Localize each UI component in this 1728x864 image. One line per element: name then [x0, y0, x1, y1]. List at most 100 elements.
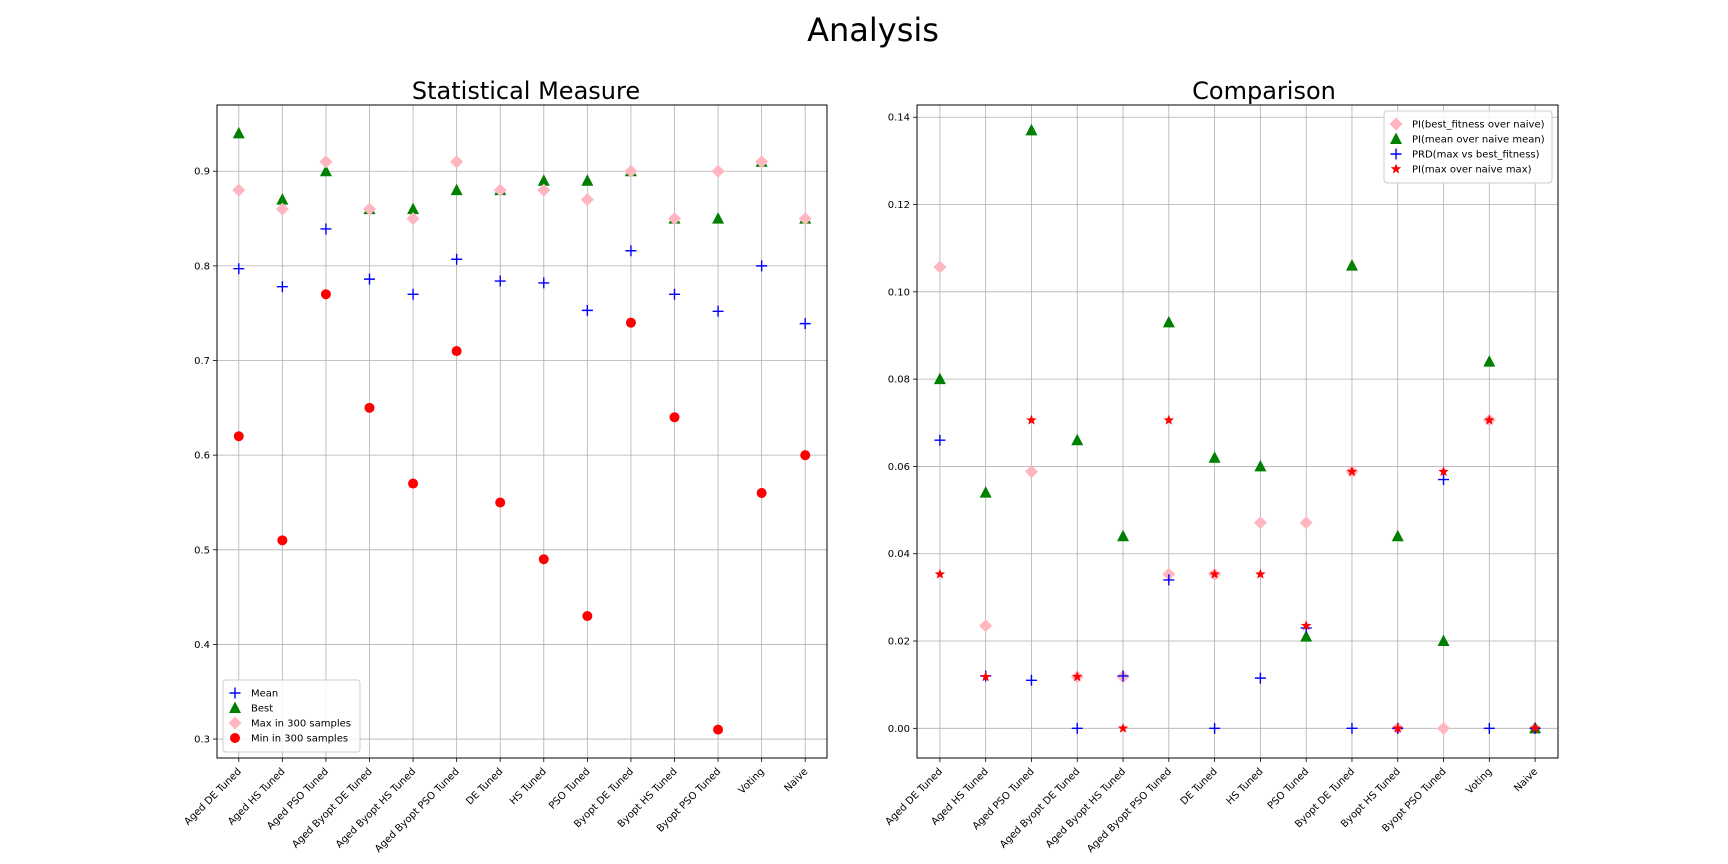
y-tick-label: 0.5: [194, 545, 210, 556]
point-mean-aged-de-tuned: [233, 263, 245, 275]
point-best-pso-tuned: [581, 174, 594, 186]
legend-frame: [1383, 110, 1553, 184]
point-prd-max-vs-best-fitness-voting: [1483, 722, 1495, 734]
point-prd-max-vs-best-fitness-hs-tuned: [1254, 672, 1266, 684]
point-pi-mean-over-naive-mean-de-tuned: [1208, 451, 1221, 463]
y-tick-label: 0.00: [888, 724, 910, 735]
point-best-byopt-pso-tuned: [712, 212, 725, 224]
point-pi-best-fitness-over-naive-aged-de-tuned: [933, 260, 947, 274]
point-pi-max-over-naive-max-byopt-pso-tuned: [1438, 466, 1449, 477]
x-tick-label-pso-tuned: PSO Tuned: [1266, 766, 1311, 811]
point-min-in-300-samples-aged-hs-tuned: [277, 535, 288, 546]
legend-marker-pi-best-fitness-over-naive: [1389, 117, 1403, 131]
legend-label-max-in-300-samples: Max in 300 samples: [251, 719, 351, 730]
legend-frame: [222, 679, 361, 753]
legend-label-mean: Mean: [251, 689, 278, 700]
x-tick-label-voting: Voting: [1464, 766, 1494, 796]
point-min-in-300-samples-naive: [800, 450, 811, 461]
point-min-in-300-samples-aged-byopt-pso-tuned: [451, 346, 462, 357]
point-max-in-300-samples-hs-tuned: [537, 183, 551, 197]
point-max-in-300-samples-voting: [755, 155, 769, 169]
point-max-in-300-samples-aged-de-tuned: [232, 183, 246, 197]
point-min-in-300-samples-aged-byopt-de-tuned: [364, 402, 375, 413]
y-tick-label: 0.7: [194, 356, 210, 367]
point-mean-voting: [756, 260, 768, 272]
point-prd-max-vs-best-fitness-aged-byopt-pso-tuned: [1163, 574, 1175, 586]
point-max-in-300-samples-aged-hs-tuned: [275, 202, 289, 216]
point-min-in-300-samples-de-tuned: [495, 497, 506, 508]
comparison-chart: Comparison 0.00 0.02 0.04 0.06 0.08 0.10 0.12 0…: [884, 77, 1559, 855]
legend-marker-min-in-300-samples: [230, 733, 240, 743]
legend-label-prd-max-vs-best-fitness: PRD(max vs best_fitness): [1412, 150, 1540, 161]
point-pi-mean-over-naive-mean-byopt-de-tuned: [1345, 259, 1358, 271]
legend-label-best: Best: [251, 704, 273, 715]
point-pi-mean-over-naive-mean-voting: [1483, 355, 1496, 367]
point-min-in-300-samples-hs-tuned: [538, 554, 549, 565]
x-tick-label-de-tuned: DE Tuned: [464, 766, 505, 807]
point-min-in-300-samples-byopt-hs-tuned: [669, 412, 680, 423]
chart-title-comparison: Comparison: [1192, 77, 1336, 105]
y-tick-label: 0.8: [194, 261, 210, 272]
point-max-in-300-samples-aged-byopt-de-tuned: [363, 202, 376, 216]
x-tick-label-de-tuned: DE Tuned: [1179, 766, 1220, 807]
legend-label-pi-mean-over-naive-mean: PI(mean over naive mean): [1412, 135, 1545, 146]
point-pi-max-over-naive-max-byopt-hs-tuned: [1392, 722, 1403, 733]
point-pi-best-fitness-over-naive-aged-pso-tuned: [1024, 465, 1038, 479]
point-prd-max-vs-best-fitness-byopt-pso-tuned: [1438, 474, 1450, 486]
point-min-in-300-samples-aged-de-tuned: [233, 431, 244, 442]
point-pi-mean-over-naive-mean-aged-byopt-hs-tuned: [1117, 529, 1130, 542]
legend-marker-pi-max-over-naive-max: [1390, 163, 1402, 174]
axes-frame: [916, 104, 1559, 759]
point-pi-mean-over-naive-mean-aged-hs-tuned: [979, 486, 992, 498]
point-min-in-300-samples-aged-byopt-hs-tuned: [408, 478, 419, 489]
legend-label-pi-best-fitness-over-naive: PI(best_fitness over naive): [1412, 120, 1545, 131]
point-max-in-300-samples-aged-byopt-pso-tuned: [450, 155, 464, 169]
point-min-in-300-samples-aged-pso-tuned: [320, 289, 331, 300]
y-tick-label: 0.4: [194, 640, 210, 651]
point-mean-aged-byopt-hs-tuned: [407, 288, 419, 300]
legend-marker-mean: [229, 687, 241, 699]
legend: Mean Best Max in 300 samples Min in 300 sam…: [222, 679, 361, 753]
x-tick-label-aged-byopt-hs-tuned: Aged Byopt HS Tuned: [334, 766, 418, 850]
point-pi-mean-over-naive-mean-byopt-hs-tuned: [1391, 529, 1404, 542]
x-tick-label-aged-byopt-de-tuned: Aged Byopt DE Tuned: [290, 766, 374, 850]
y-tick-label: 0.12: [888, 200, 910, 211]
point-pi-max-over-naive-max-aged-de-tuned: [934, 568, 946, 579]
statistical-measure-chart: Statistical Measure 0.3 0.4 0.5 0.6 0.7 0.8 0.…: [182, 77, 828, 855]
point-min-in-300-samples-byopt-pso-tuned: [713, 724, 724, 735]
y-tick-label: 0.04: [888, 549, 910, 560]
y-tick-label: 0.08: [888, 375, 910, 386]
point-min-in-300-samples-voting: [756, 488, 767, 499]
legend-marker-best: [229, 701, 241, 713]
x-tick-label-aged-byopt-de-tuned: Aged Byopt DE Tuned: [998, 766, 1082, 850]
point-best-aged-hs-tuned: [276, 193, 289, 205]
point-mean-naive: [799, 318, 811, 330]
point-mean-hs-tuned: [538, 277, 550, 289]
y-tick-label: 0.06: [888, 462, 910, 473]
point-prd-max-vs-best-fitness-aged-pso-tuned: [1025, 674, 1037, 686]
point-mean-byopt-pso-tuned: [712, 305, 724, 317]
point-prd-max-vs-best-fitness-de-tuned: [1209, 722, 1221, 734]
point-best-aged-de-tuned: [232, 126, 245, 139]
point-best-hs-tuned: [537, 174, 550, 186]
point-pi-best-fitness-over-naive-aged-hs-tuned: [979, 619, 993, 633]
point-pi-max-over-naive-max-aged-byopt-de-tuned: [1072, 671, 1083, 682]
point-prd-max-vs-best-fitness-aged-byopt-hs-tuned: [1117, 670, 1129, 682]
point-mean-aged-hs-tuned: [276, 281, 288, 293]
x-tick-label-hs-tuned: HS Tuned: [1225, 766, 1266, 807]
point-pi-max-over-naive-max-aged-pso-tuned: [1026, 414, 1037, 425]
point-mean-aged-pso-tuned: [320, 223, 332, 235]
point-pi-mean-over-naive-mean-aged-de-tuned: [933, 372, 946, 385]
point-pi-mean-over-naive-mean-hs-tuned: [1254, 459, 1267, 472]
point-max-in-300-samples-aged-pso-tuned: [319, 155, 333, 169]
point-min-in-300-samples-byopt-de-tuned: [625, 317, 636, 328]
figure-suptitle: Analysis: [807, 11, 939, 49]
point-mean-byopt-de-tuned: [625, 245, 637, 257]
x-tick-label-aged-byopt-pso-tuned: Aged Byopt PSO Tuned: [1085, 766, 1174, 855]
point-best-aged-byopt-hs-tuned: [407, 202, 420, 215]
point-pi-max-over-naive-max-aged-byopt-hs-tuned: [1117, 722, 1129, 733]
legend-label-pi-max-over-naive-max: PI(max over naive max): [1412, 165, 1532, 176]
point-pi-max-over-naive-max-de-tuned: [1209, 568, 1220, 579]
point-max-in-300-samples-byopt-de-tuned: [624, 164, 638, 178]
point-prd-max-vs-best-fitness-aged-byopt-de-tuned: [1071, 722, 1083, 734]
